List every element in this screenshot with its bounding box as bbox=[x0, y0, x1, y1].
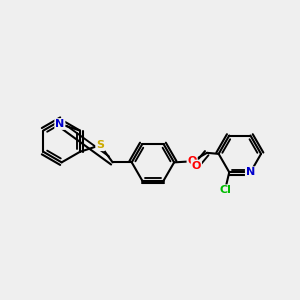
Text: S: S bbox=[96, 140, 104, 150]
Text: O: O bbox=[188, 156, 197, 166]
Text: N: N bbox=[55, 119, 64, 129]
Text: O: O bbox=[192, 160, 201, 170]
Text: N: N bbox=[246, 167, 255, 177]
Text: Cl: Cl bbox=[219, 185, 231, 195]
